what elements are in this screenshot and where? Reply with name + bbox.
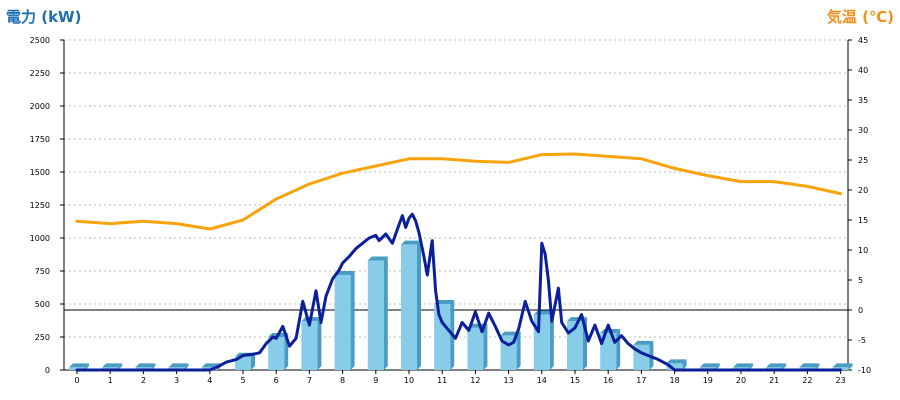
bar bbox=[367, 260, 384, 370]
bar-side bbox=[417, 240, 421, 370]
bar bbox=[567, 321, 583, 370]
bar-top bbox=[832, 363, 853, 368]
x-tick-label: 2 bbox=[141, 376, 146, 385]
bar-top bbox=[334, 270, 355, 275]
left-tick-label: 1000 bbox=[30, 234, 50, 243]
left-tick-label: 2500 bbox=[30, 36, 50, 45]
right-tick-label: 35 bbox=[858, 96, 868, 105]
bar-side bbox=[184, 363, 189, 370]
bar bbox=[666, 363, 683, 370]
bar-top bbox=[799, 363, 820, 368]
x-tick-label: 6 bbox=[274, 376, 279, 385]
right-tick-label: -10 bbox=[858, 366, 871, 375]
x-tick-label: 16 bbox=[603, 376, 613, 385]
left-axis-title: 電力 (kW) bbox=[6, 8, 82, 26]
right-tick-label: 30 bbox=[858, 126, 868, 135]
x-tick-label: 3 bbox=[174, 376, 179, 385]
bar-side bbox=[317, 317, 322, 370]
bar-top bbox=[733, 363, 753, 368]
bar bbox=[434, 304, 451, 370]
bar-side bbox=[749, 363, 753, 370]
bar bbox=[600, 333, 617, 370]
bar-top bbox=[69, 363, 89, 368]
x-tick-label: 0 bbox=[74, 376, 79, 385]
right-tick-label: 45 bbox=[858, 36, 868, 45]
bar-top bbox=[168, 363, 189, 368]
x-tick-label: 14 bbox=[537, 376, 547, 385]
bar-side bbox=[616, 329, 621, 370]
right-tick-label: 0 bbox=[858, 306, 863, 315]
bar-side bbox=[782, 363, 787, 370]
bar-top bbox=[766, 363, 787, 368]
bar-side bbox=[682, 359, 687, 370]
bar-top bbox=[401, 240, 421, 245]
x-tick-label: 8 bbox=[340, 376, 345, 385]
bar-top bbox=[135, 363, 156, 368]
x-tick-label: 15 bbox=[570, 376, 580, 385]
bar-side bbox=[251, 352, 255, 370]
x-tick-label: 17 bbox=[636, 376, 646, 385]
bar-side bbox=[815, 363, 820, 370]
power-series-line bbox=[75, 212, 843, 372]
bar bbox=[533, 314, 550, 370]
bar bbox=[401, 244, 417, 370]
x-tick-label: 7 bbox=[307, 376, 312, 385]
x-tick-label: 4 bbox=[207, 376, 212, 385]
bar-side bbox=[383, 256, 388, 370]
x-tick-label: 19 bbox=[703, 376, 713, 385]
x-tick-label: 22 bbox=[802, 376, 812, 385]
x-tick-label: 13 bbox=[504, 376, 514, 385]
right-axis-title: 気温 (℃) bbox=[826, 8, 894, 26]
bar-top bbox=[633, 340, 654, 345]
bar-side bbox=[483, 323, 488, 370]
right-tick-label: 10 bbox=[858, 246, 868, 255]
x-tick-label: 5 bbox=[240, 376, 245, 385]
bar bbox=[467, 327, 484, 370]
left-tick-label: 1250 bbox=[30, 201, 50, 210]
right-tick-label: -5 bbox=[858, 336, 866, 345]
right-tick-label: 5 bbox=[858, 276, 863, 285]
x-tick-label: 20 bbox=[736, 376, 746, 385]
bar bbox=[268, 337, 285, 370]
left-tick-label: 1750 bbox=[30, 135, 50, 144]
right-tick-label: 25 bbox=[858, 156, 868, 165]
bar-side bbox=[848, 363, 853, 370]
left-tick-label: 500 bbox=[35, 300, 50, 309]
bar-side bbox=[118, 363, 123, 370]
left-tick-label: 2250 bbox=[30, 69, 50, 78]
x-tick-label: 12 bbox=[470, 376, 480, 385]
bar-top bbox=[367, 256, 388, 261]
left-tick-label: 0 bbox=[45, 366, 50, 375]
right-tick-label: 40 bbox=[858, 66, 868, 75]
bar bbox=[235, 356, 251, 370]
bar-side bbox=[549, 310, 554, 370]
left-tick-label: 2000 bbox=[30, 102, 50, 111]
left-tick-label: 250 bbox=[35, 333, 50, 342]
x-tick-label: 1 bbox=[108, 376, 113, 385]
bar-side bbox=[85, 363, 89, 370]
bar bbox=[301, 321, 318, 370]
bar-side bbox=[350, 270, 355, 370]
right-tick-label: 20 bbox=[858, 186, 868, 195]
x-tick-label: 21 bbox=[769, 376, 779, 385]
right-tick-label: 15 bbox=[858, 216, 868, 225]
bar-side bbox=[715, 363, 720, 370]
x-tick-label: 10 bbox=[404, 376, 414, 385]
bar-top bbox=[666, 359, 687, 364]
temperature-series-line bbox=[75, 152, 843, 231]
bar-top bbox=[434, 300, 455, 304]
x-tick-label: 23 bbox=[836, 376, 846, 385]
bar bbox=[334, 274, 351, 370]
x-tick-label: 11 bbox=[437, 376, 447, 385]
bar-side bbox=[151, 363, 156, 370]
x-tick-label: 9 bbox=[373, 376, 378, 385]
bar-side bbox=[516, 331, 521, 370]
x-tick-label: 18 bbox=[670, 376, 680, 385]
left-tick-label: 750 bbox=[35, 267, 50, 276]
left-tick-label: 1500 bbox=[30, 168, 50, 177]
bar-top bbox=[102, 363, 123, 368]
bar-top bbox=[699, 363, 720, 368]
